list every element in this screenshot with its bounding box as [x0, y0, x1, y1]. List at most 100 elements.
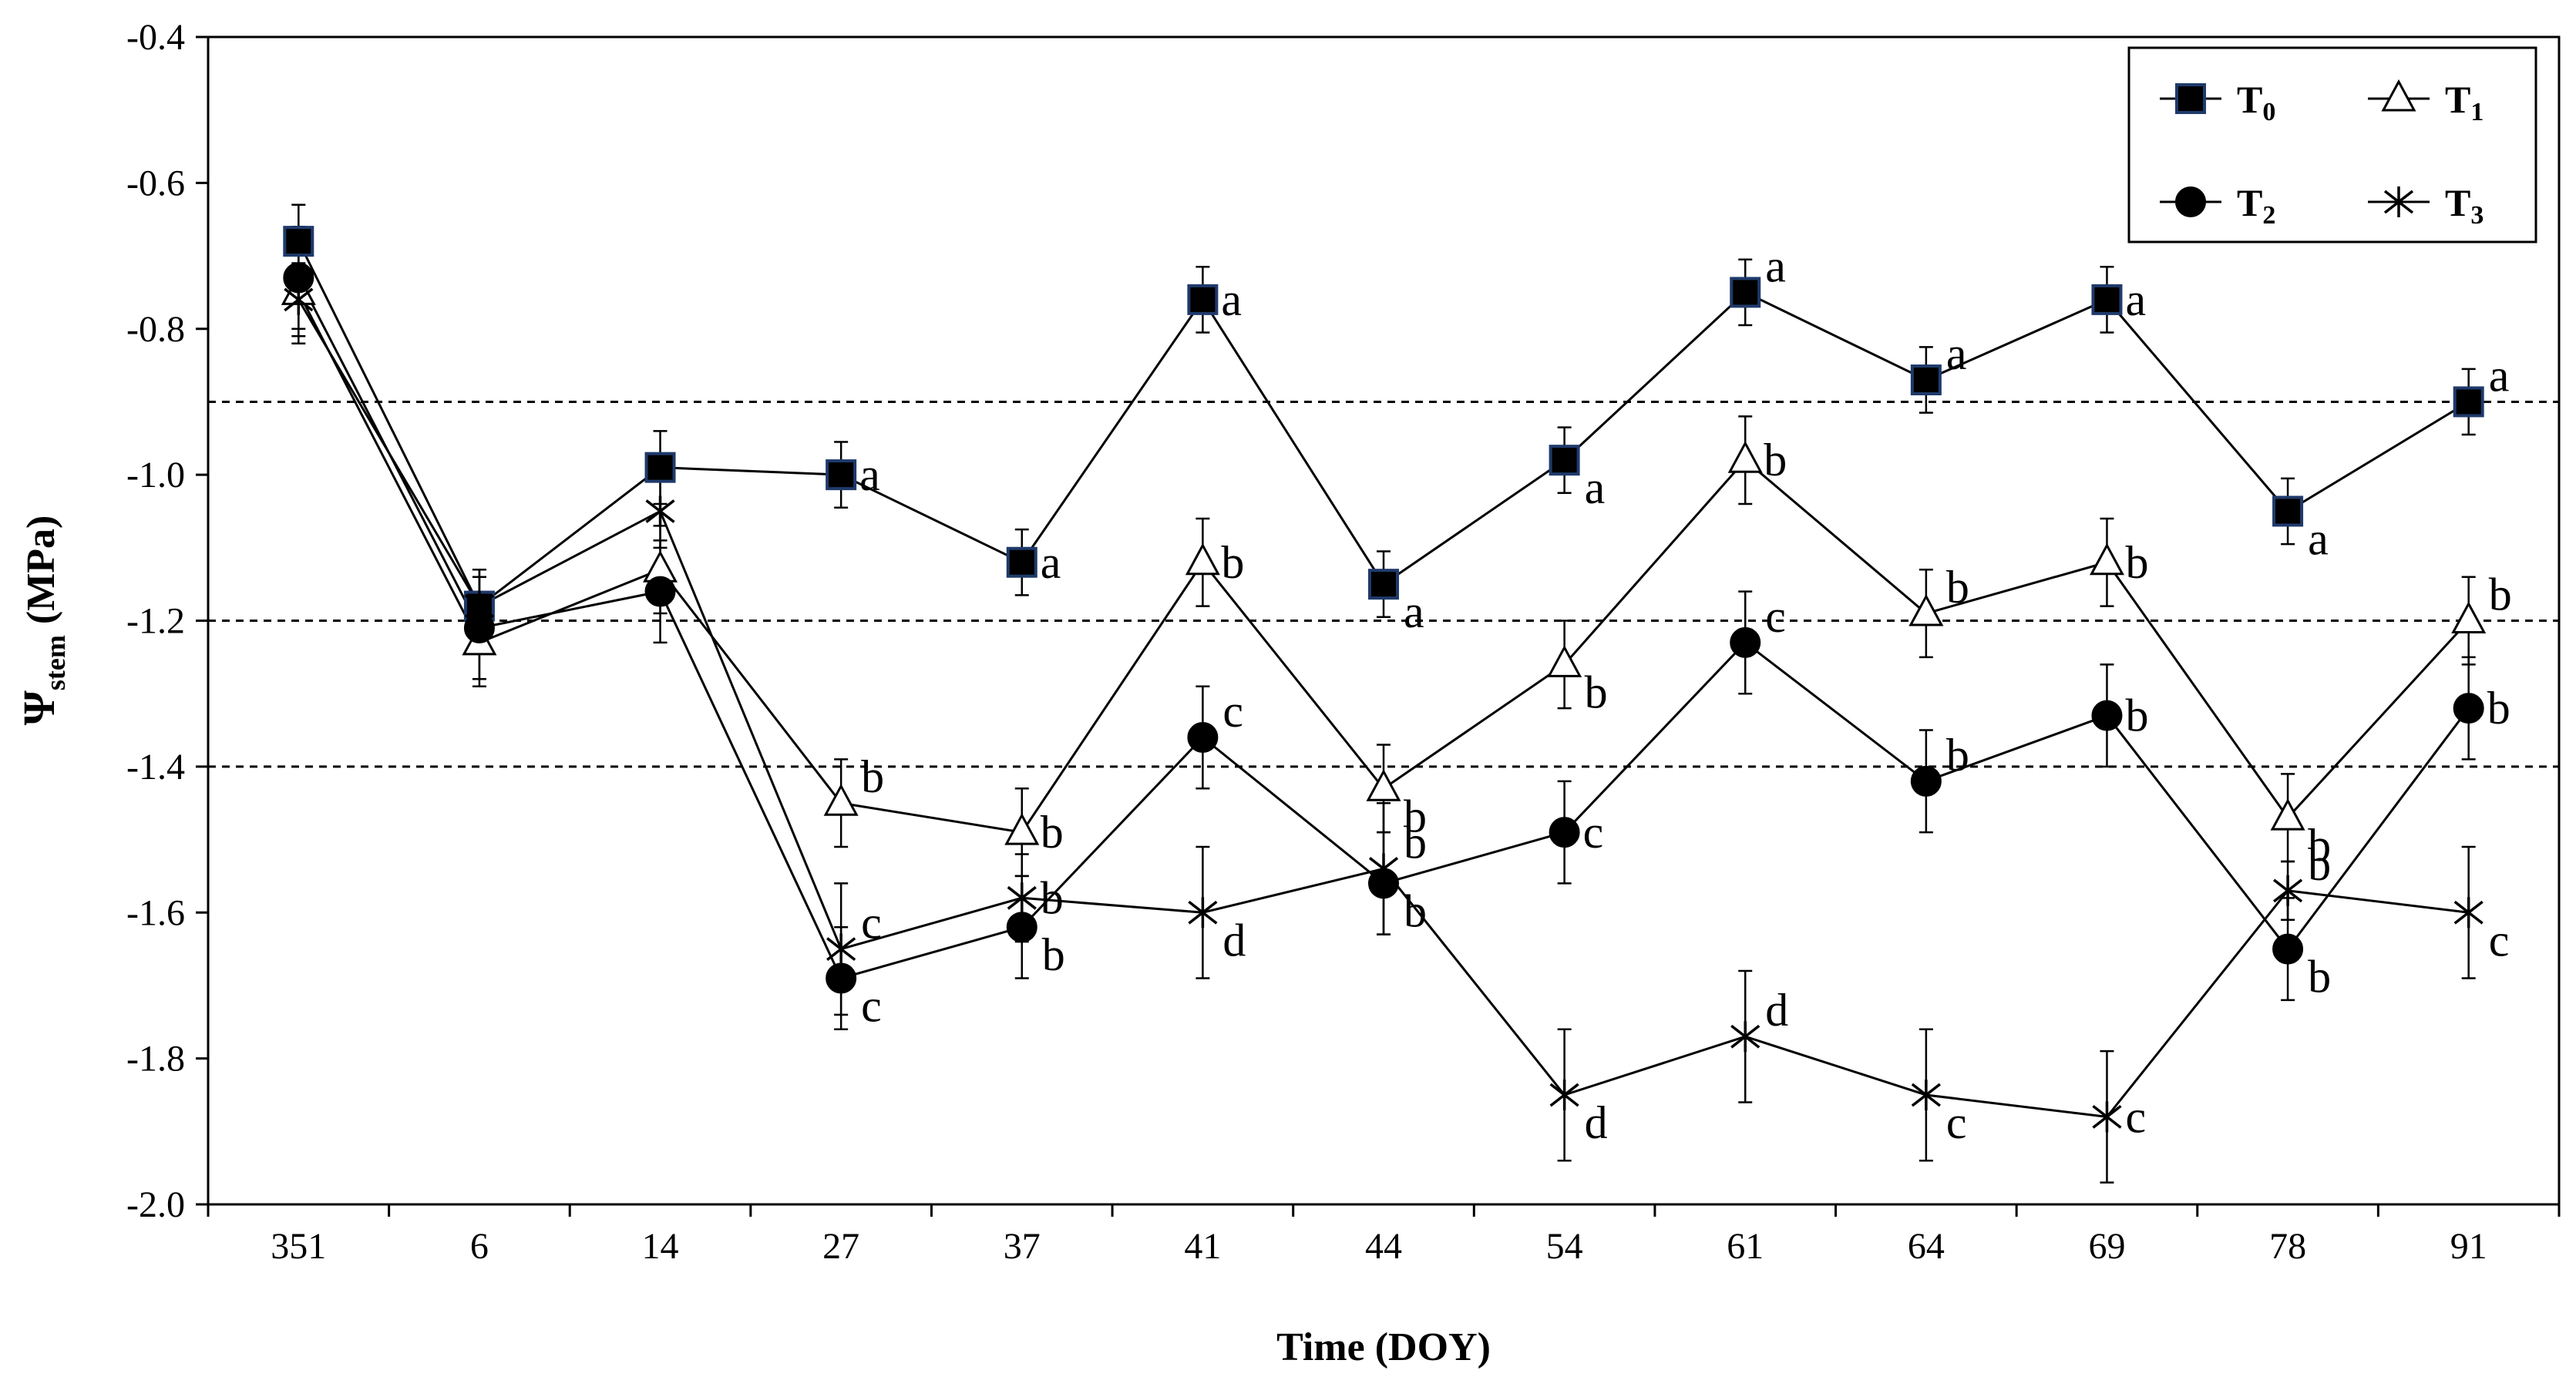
- point-T1: [1004, 812, 1040, 845]
- point-T3: [1730, 1021, 1760, 1053]
- x-tick-label: 14: [642, 1226, 679, 1267]
- significance-letter-T3: b: [2308, 839, 2331, 890]
- point-T1: [1547, 645, 1582, 677]
- y-axis-unit: (MPa): [19, 516, 63, 624]
- legend-marker: [2383, 186, 2414, 217]
- point-T3: [1549, 1079, 1579, 1110]
- significance-letter-T1: b: [2489, 569, 2512, 620]
- significance-letter-T3: c: [2489, 915, 2510, 966]
- point-T2: [1730, 626, 1761, 658]
- point-T1: [1908, 593, 1944, 626]
- x-tick-label: 41: [1184, 1226, 1221, 1267]
- significance-letter-T1: b: [861, 751, 884, 802]
- point-T0: [1910, 364, 1942, 396]
- point-T3: [645, 495, 675, 527]
- significance-letter-T0: a: [2489, 350, 2510, 401]
- x-tick-label: 69: [2088, 1226, 2125, 1267]
- significance-letter-T0: a: [1404, 586, 1424, 637]
- legend-marker: [2175, 186, 2206, 217]
- x-tick-label: 91: [2450, 1226, 2487, 1267]
- point-T3: [1368, 853, 1399, 885]
- point-T0: [1368, 569, 1399, 600]
- x-axis-title: Time (DOY): [1276, 1325, 1491, 1369]
- point-T3: [464, 590, 494, 622]
- significance-letter-T3: c: [861, 898, 882, 949]
- point-T1: [1185, 542, 1220, 576]
- point-T3: [2092, 1101, 2122, 1133]
- x-tick-label: 351: [271, 1226, 326, 1267]
- significance-letter-T3: b: [1404, 817, 1427, 868]
- point-T3: [284, 284, 314, 315]
- y-tick-label: -0.4: [126, 17, 185, 58]
- significance-letter-T0: a: [2308, 513, 2329, 564]
- point-T2: [1910, 765, 1942, 797]
- point-T2: [2091, 700, 2123, 731]
- x-tick-label: 27: [822, 1226, 859, 1267]
- significance-letter-T0: a: [859, 449, 880, 500]
- legend-entry-T1: T1: [2368, 78, 2484, 126]
- legend-label: T2: [2237, 181, 2275, 230]
- legend-entry-T3: T3: [2368, 181, 2484, 230]
- point-T0: [2453, 386, 2484, 418]
- legend-marker: [2381, 79, 2416, 112]
- legend-label: T0: [2237, 78, 2275, 126]
- point-T0: [1187, 284, 1219, 315]
- y-tick-label: -1.6: [126, 892, 185, 933]
- significance-letter-T1: b: [2125, 537, 2148, 588]
- significance-letter-T3: c: [2125, 1091, 2146, 1142]
- y-tick-label: -1.4: [126, 747, 185, 788]
- x-tick-label: 64: [1908, 1226, 1945, 1267]
- significance-letter-T0: a: [1765, 240, 1786, 291]
- legend: T0 T1 T2 T3: [2127, 46, 2537, 243]
- y-axis-symbol: Ψ: [14, 690, 64, 725]
- svg-text:Ψstem(MPa): Ψstem (MPa): [14, 516, 71, 726]
- point-T0: [826, 459, 857, 491]
- point-T0: [283, 226, 314, 257]
- legend-label: T1: [2445, 78, 2484, 126]
- point-T1: [1366, 769, 1401, 801]
- y-tick-label: -1.0: [126, 455, 185, 495]
- point-T3: [2273, 875, 2303, 906]
- significance-letter-T2: b: [2308, 952, 2331, 1002]
- y-tick-label: -1.2: [126, 601, 185, 642]
- significance-letter-T3: c: [1946, 1097, 1967, 1148]
- significance-letter-T2: c: [861, 980, 882, 1031]
- point-T3: [1007, 882, 1037, 914]
- point-T3: [1911, 1079, 1941, 1110]
- legend-marker: [2175, 83, 2206, 114]
- significance-letter-T0: a: [1221, 274, 1242, 325]
- point-T0: [1549, 445, 1580, 476]
- significance-letter-T1: b: [1764, 435, 1787, 485]
- y-tick-label: -2.0: [126, 1184, 185, 1225]
- point-T0: [1006, 546, 1037, 578]
- x-tick-label: 37: [1004, 1226, 1041, 1267]
- significance-letter-T1: b: [1221, 537, 1244, 588]
- point-T0: [2272, 495, 2304, 527]
- significance-letter-T0: a: [1585, 462, 1606, 513]
- point-T0: [644, 452, 676, 483]
- point-T2: [1006, 912, 1037, 943]
- significance-letter-T3: d: [1585, 1097, 1608, 1148]
- legend-label: T3: [2445, 181, 2484, 230]
- significance-letter-T2: b: [1404, 885, 1427, 936]
- y-tick-label: -1.8: [126, 1039, 185, 1080]
- point-T3: [1188, 897, 1218, 929]
- x-tick-label: 78: [2269, 1226, 2306, 1267]
- significance-letter-T2: b: [2125, 690, 2148, 741]
- y-axis-subscript: stem: [40, 635, 71, 690]
- point-T0: [2091, 284, 2123, 315]
- significance-letter-T2: c: [1583, 807, 1604, 858]
- significance-letter-T2: c: [1765, 591, 1786, 642]
- significance-letter-T1: b: [1585, 667, 1608, 717]
- y-axis-title: Ψstem (MPa): [14, 516, 71, 726]
- point-T2: [2272, 933, 2304, 965]
- legend-entry-T2: T2: [2160, 181, 2275, 230]
- point-T2: [1549, 817, 1580, 848]
- point-T0: [1730, 277, 1761, 308]
- significance-letter-T3: b: [1041, 872, 1064, 923]
- point-T2: [1187, 722, 1219, 753]
- significance-letter-T1: b: [1404, 791, 1427, 841]
- x-tick-label: 54: [1546, 1226, 1583, 1267]
- x-tick-label: 44: [1365, 1226, 1402, 1267]
